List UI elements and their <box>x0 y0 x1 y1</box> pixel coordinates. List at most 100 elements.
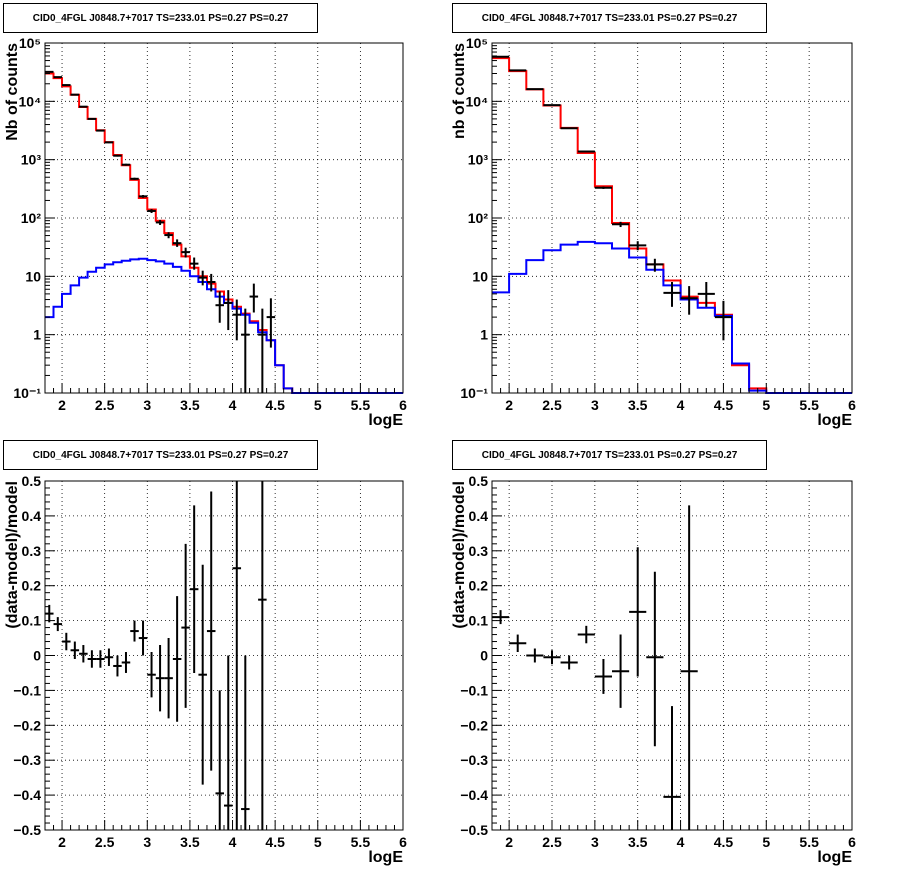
y-tick-label: −0.4 <box>13 787 41 803</box>
data-point <box>147 652 156 698</box>
y-tick-label: −0.2 <box>460 717 488 733</box>
x-axis-title: logE <box>817 849 852 866</box>
x-tick-label: 5.5 <box>799 834 819 850</box>
x-tick-label: 3 <box>143 397 151 413</box>
data-point <box>79 645 88 663</box>
data-point <box>224 655 233 830</box>
y-tick-label: 10⁵ <box>466 35 488 51</box>
y-tick-label: −0.3 <box>460 752 488 768</box>
y-tick-label: 0.5 <box>469 473 489 489</box>
data-point <box>113 154 122 157</box>
data-point <box>258 308 267 393</box>
data-point <box>232 481 242 830</box>
plot-panel: 2 2.5 3 3.5 4 4.5 5 5.5 6 −0.5 −0.4 −0.3 −0.2 −0.1 0 0.… <box>4 473 407 866</box>
y-tick-label: 10⁻¹ <box>460 385 488 401</box>
data-point <box>646 571 664 747</box>
plot-panel: 2 2.5 3 3.5 4 4.5 5 5.5 6 10⁻¹ 1 10 10² 10³ 10⁴ 10⁵ logE… <box>4 35 407 429</box>
data-point <box>121 652 131 673</box>
data-point <box>198 270 207 286</box>
model-histogram <box>492 240 852 394</box>
x-tick-label: 5 <box>314 397 322 413</box>
data-point <box>249 283 259 313</box>
x-tick-label: 3.5 <box>628 397 648 413</box>
y-tick-label: 0.3 <box>469 543 489 559</box>
data-point <box>594 186 612 189</box>
data-point <box>232 299 242 341</box>
data-point <box>138 194 148 198</box>
data-point <box>560 127 578 130</box>
y-tick-label: 10² <box>468 210 489 226</box>
data-point <box>241 308 250 393</box>
data-point <box>612 634 630 708</box>
x-tick-label: 5 <box>762 397 770 413</box>
x-tick-label: 2 <box>505 834 513 850</box>
data-point <box>181 247 190 258</box>
y-tick-label: 0.2 <box>469 578 489 594</box>
y-axis-title: Nb of counts <box>4 43 21 141</box>
x-tick-label: 2.5 <box>542 834 562 850</box>
x-tick-label: 5 <box>314 834 322 850</box>
data-point <box>70 641 80 659</box>
data-point <box>206 491 216 771</box>
y-axis-title: nb of counts <box>451 43 468 139</box>
x-tick-label: 6 <box>399 397 407 413</box>
data-point <box>526 88 544 91</box>
x-tick-label: 3 <box>143 834 151 850</box>
model-histogram <box>45 72 403 394</box>
data-point <box>104 648 114 666</box>
data-point <box>492 610 510 625</box>
x-tick-label: 2 <box>58 834 66 850</box>
y-tick-label: 0.2 <box>22 578 42 594</box>
data-point <box>526 648 544 663</box>
data-point <box>543 104 561 107</box>
y-tick-label: −0.5 <box>460 822 488 838</box>
data-point <box>198 564 207 785</box>
x-tick-label: 3 <box>591 397 599 413</box>
data-point <box>189 505 199 673</box>
x-tick-label: 2.5 <box>95 397 115 413</box>
data-point <box>104 141 114 144</box>
y-tick-label: 10⁴ <box>19 93 42 109</box>
y-axis-title: (data-model)/model <box>4 481 21 629</box>
data-point <box>96 129 105 132</box>
data-point <box>189 257 199 270</box>
data-point <box>629 547 647 677</box>
y-tick-label: 10³ <box>468 152 489 168</box>
data-point <box>663 281 681 307</box>
y-tick-label: 1 <box>480 327 488 343</box>
data-point <box>113 655 122 677</box>
y-tick-label: 0.3 <box>22 543 42 559</box>
data-point <box>53 76 63 79</box>
data-point <box>646 258 664 272</box>
x-tick-label: 4 <box>229 397 237 413</box>
x-tick-label: 4 <box>677 397 685 413</box>
y-tick-label: 0.4 <box>22 508 42 524</box>
x-axis-title: logE <box>368 412 403 429</box>
data-point <box>543 650 561 665</box>
data-point <box>87 117 97 120</box>
y-tick-label: −0.5 <box>13 822 41 838</box>
x-tick-label: 5 <box>762 834 770 850</box>
data-point <box>79 105 88 108</box>
y-tick-label: 0 <box>33 648 41 664</box>
x-tick-label: 4.5 <box>265 834 285 850</box>
y-tick-label: 10 <box>472 268 488 284</box>
data-point <box>509 634 527 653</box>
panel-title: CID0_4FGL J0848.7+7017 TS=233.01 PS=0.27… <box>452 3 767 33</box>
x-tick-label: 4.5 <box>714 397 734 413</box>
data-point <box>87 650 97 668</box>
data-point <box>266 298 276 348</box>
data-point <box>62 84 71 87</box>
x-tick-label: 4 <box>229 834 237 850</box>
x-tick-label: 6 <box>848 397 856 413</box>
data-point <box>62 632 71 651</box>
data-point <box>45 70 54 73</box>
data-point <box>577 150 595 153</box>
data-point <box>224 290 233 331</box>
data-point <box>577 625 595 644</box>
data-point <box>130 177 139 180</box>
data-point <box>181 543 190 708</box>
x-tick-label: 5.5 <box>799 397 819 413</box>
x-tick-label: 2.5 <box>542 397 562 413</box>
